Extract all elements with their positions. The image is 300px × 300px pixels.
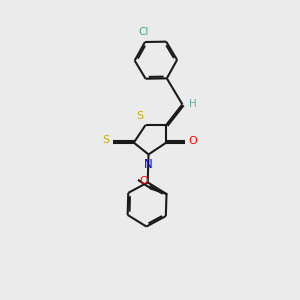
Text: S: S	[103, 135, 110, 145]
Text: H: H	[189, 99, 196, 110]
Text: O: O	[188, 136, 197, 146]
Text: Cl: Cl	[138, 27, 149, 37]
Text: O: O	[139, 176, 148, 186]
Text: S: S	[137, 111, 144, 122]
Text: N: N	[144, 158, 152, 171]
